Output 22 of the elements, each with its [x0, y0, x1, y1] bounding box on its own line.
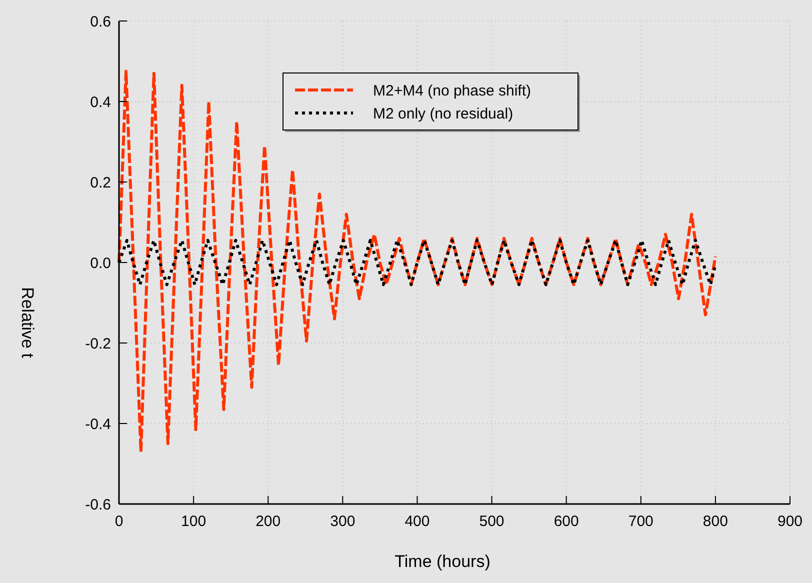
line-series	[118, 70, 717, 454]
x-tick-label: 700	[628, 513, 654, 530]
y-tick-label: 0.6	[90, 13, 111, 30]
x-tick-label: 500	[479, 513, 504, 530]
x-tick-label: 0	[114, 513, 124, 530]
x-tick-label: 900	[777, 513, 803, 530]
x-axis-title: Time (hours)	[394, 552, 490, 571]
y-tick-label: -0.4	[85, 416, 111, 433]
y-axis-title: Relative t	[18, 287, 37, 358]
y-tick-label: 0.2	[90, 174, 111, 192]
y-tick-label: -0.6	[85, 496, 111, 514]
y-tick-label: 0.4	[90, 94, 111, 111]
x-tick-label: 100	[181, 513, 206, 530]
y-tick-label: 0.0	[90, 254, 111, 272]
x-tick-label: 600	[554, 513, 579, 530]
legend-label: M2 only (no residual)	[373, 105, 514, 122]
legend-label: M2+M4 (no phase shift)	[373, 82, 531, 100]
x-tick-label: 800	[702, 513, 728, 530]
x-tick-label: 300	[330, 513, 356, 530]
x-tick-label: 400	[404, 513, 430, 530]
x-tick-label: 200	[256, 513, 281, 530]
y-tick-label: -0.2	[85, 335, 111, 352]
